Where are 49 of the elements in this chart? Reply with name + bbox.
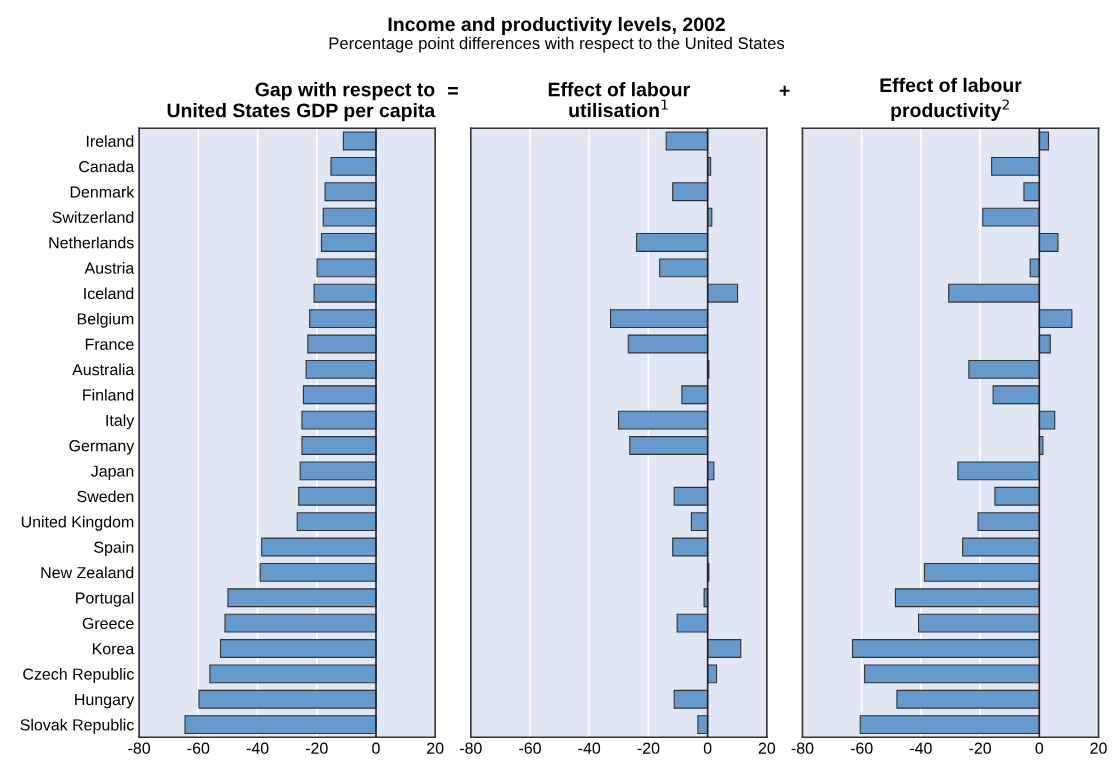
x-tick-label: 20 bbox=[758, 742, 776, 754]
y-tick-label: United Kingdom bbox=[21, 515, 134, 531]
x-tick-label: 0 bbox=[372, 742, 380, 754]
text: Income and productivity levels, 2002 bbox=[388, 16, 725, 36]
y-tick-label: New Zealand bbox=[41, 566, 134, 579]
y-tick-label: Switzerland bbox=[52, 211, 134, 224]
x-tick-label: -40 bbox=[246, 742, 269, 754]
x-tick-label: -60 bbox=[187, 742, 210, 754]
text: Percentage point differences with respect to the United States bbox=[329, 36, 785, 53]
chart-title: Gap with respect to United States GDP per capita bbox=[167, 82, 436, 122]
y-tick-label: Sweden bbox=[77, 490, 134, 503]
chart-title: Effect of labour utilisation$^{1}$ bbox=[548, 82, 690, 118]
y-tick-label: Belgium bbox=[77, 312, 134, 328]
y-tick-label: Korea bbox=[92, 643, 135, 655]
y-tick-label: Portugal bbox=[76, 591, 134, 607]
x-tick-label: -40 bbox=[578, 742, 601, 754]
y-tick-label: Spain bbox=[94, 541, 134, 557]
x-tick-label: -40 bbox=[910, 742, 932, 754]
x-tick-label: 0 bbox=[1035, 742, 1044, 754]
y-tick-label: Hungary bbox=[75, 694, 135, 709]
y-tick-label: Finland bbox=[83, 388, 134, 401]
y-tick-label: Canada bbox=[79, 160, 135, 173]
x-tick-label: -60 bbox=[519, 742, 541, 754]
y-tick-label: Italy bbox=[106, 414, 135, 430]
y-tick-label: Japan bbox=[91, 465, 134, 480]
y-tick-label: France bbox=[85, 338, 134, 350]
x-tick-label: 0 bbox=[703, 742, 712, 754]
y-tick-label: Iceland bbox=[84, 287, 134, 300]
x-tick-label: 20 bbox=[427, 742, 444, 754]
y-tick-label: Denmark bbox=[70, 185, 135, 198]
y-tick-label: Ireland bbox=[86, 135, 134, 147]
y-tick-label: Austria bbox=[84, 262, 135, 274]
x-tick-label: -80 bbox=[459, 742, 482, 754]
x-tick-label: -60 bbox=[850, 742, 873, 754]
x-tick-label: -80 bbox=[128, 742, 151, 754]
x-tick-label: -20 bbox=[637, 742, 660, 754]
x-tick-label: -80 bbox=[791, 742, 814, 754]
y-tick-label: Slovak Republic bbox=[20, 718, 134, 734]
x-tick-label: -20 bbox=[969, 742, 992, 754]
y-tick-label: Greece bbox=[82, 617, 134, 630]
y-tick-label: Germany bbox=[69, 440, 135, 455]
text: + bbox=[779, 85, 790, 96]
text: = bbox=[448, 87, 458, 95]
y-tick-label: Netherlands bbox=[49, 236, 134, 249]
y-tick-label: Czech Republic bbox=[23, 668, 134, 683]
chart-title: Effect of labour productivity$^{2}$ bbox=[880, 77, 1022, 122]
x-tick-label: 20 bbox=[1090, 742, 1107, 754]
x-tick-label: -20 bbox=[305, 742, 328, 754]
y-tick-label: Australia bbox=[72, 363, 135, 376]
